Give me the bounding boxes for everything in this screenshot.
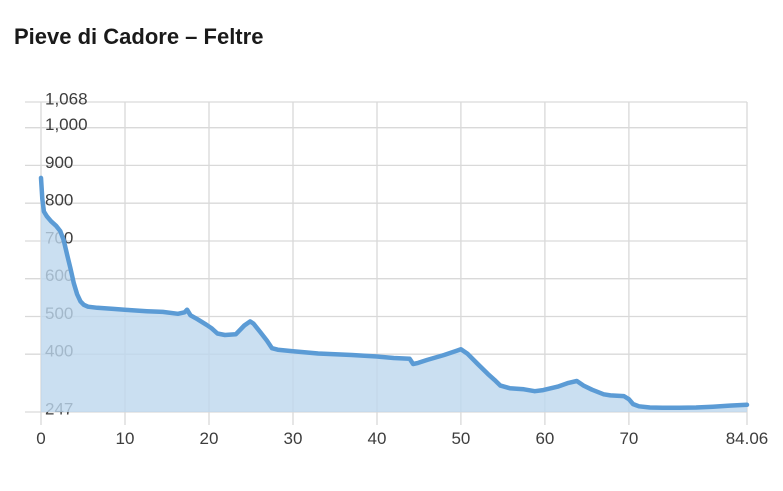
x-tick-label: 84.06 bbox=[726, 429, 769, 448]
y-tick-label: 1,068 bbox=[45, 89, 88, 108]
x-tick-label: 0 bbox=[36, 429, 45, 448]
elevation-series bbox=[38, 175, 750, 412]
x-axis-labels: 0 10 20 30 40 50 60 70 84.06 bbox=[36, 429, 768, 448]
x-tick-label: 20 bbox=[200, 429, 219, 448]
x-tick-label: 60 bbox=[535, 429, 554, 448]
elevation-line bbox=[38, 175, 750, 411]
y-tick-label: 900 bbox=[45, 153, 73, 172]
y-tick-label: 1,000 bbox=[45, 115, 88, 134]
elevation-area bbox=[41, 177, 747, 412]
x-tick-label: 10 bbox=[116, 429, 135, 448]
y-tick-label: 800 bbox=[45, 191, 73, 210]
x-tick-label: 40 bbox=[368, 429, 387, 448]
chart-title: Pieve di Cadore – Feltre bbox=[14, 24, 264, 49]
x-tick-label: 30 bbox=[284, 429, 303, 448]
x-tick-label: 50 bbox=[451, 429, 470, 448]
x-tick-label: 70 bbox=[619, 429, 638, 448]
